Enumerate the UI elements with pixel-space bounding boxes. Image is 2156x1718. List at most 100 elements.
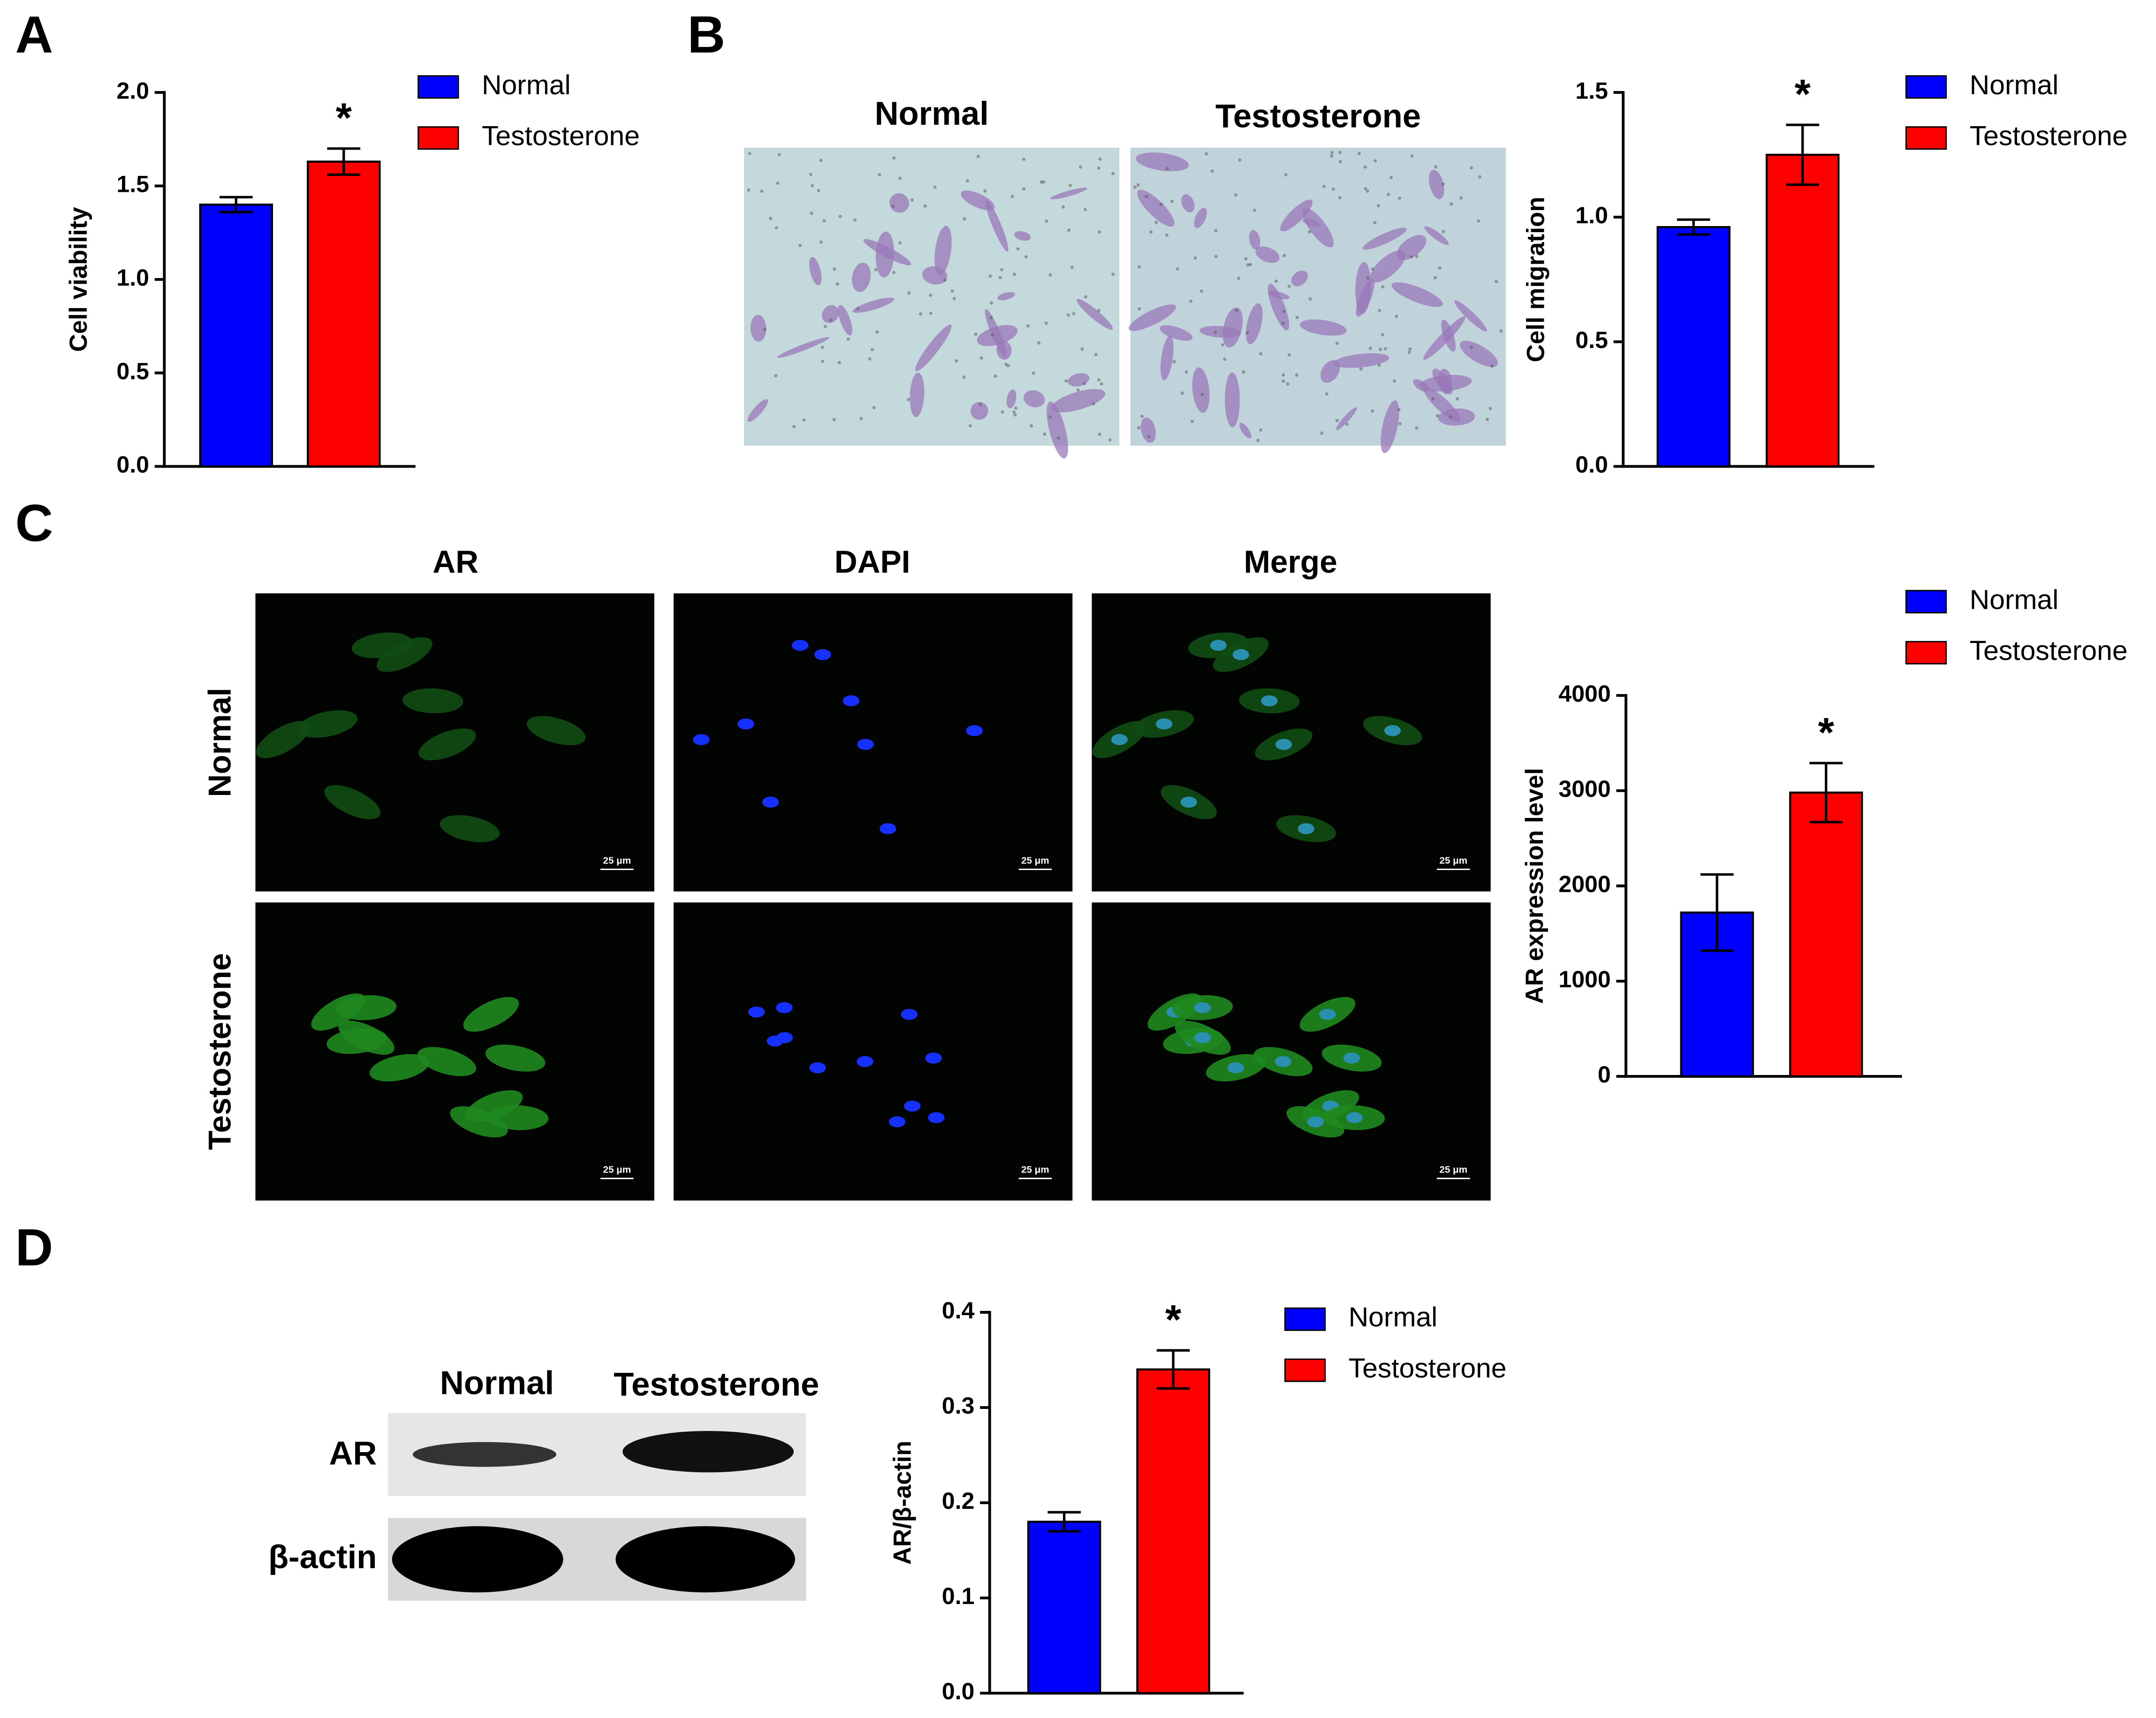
pore <box>853 218 857 222</box>
pore <box>1248 263 1252 266</box>
legend-swatch <box>1284 1307 1326 1331</box>
y-tick-label: 0.0 <box>116 452 149 478</box>
pore <box>763 328 767 332</box>
cell-body <box>485 1044 546 1072</box>
scale-bar-label: 25 μm <box>1021 1164 1049 1175</box>
pore <box>822 219 826 223</box>
pore <box>1345 423 1349 426</box>
pore <box>1378 348 1382 351</box>
nucleus <box>1319 1008 1336 1020</box>
cell <box>1363 227 1407 250</box>
legend-label: Testosterone <box>1349 1353 1507 1384</box>
pore <box>950 289 954 293</box>
pore <box>1012 272 1016 276</box>
pore <box>892 271 896 274</box>
pore <box>875 330 879 334</box>
pore <box>1235 308 1238 312</box>
pore <box>1433 276 1437 280</box>
pore <box>1154 220 1158 224</box>
pore <box>1287 284 1291 288</box>
cell <box>1239 423 1252 439</box>
pore <box>1147 435 1151 439</box>
band-label: β-actin <box>268 1538 377 1575</box>
cell <box>1160 335 1174 380</box>
pore <box>1282 379 1285 383</box>
nucleus <box>737 718 754 730</box>
pore <box>1330 154 1334 158</box>
nucleus <box>901 1008 918 1020</box>
nucleus <box>966 725 983 736</box>
pore <box>1111 172 1115 175</box>
pore <box>1322 184 1326 189</box>
cell <box>910 372 925 417</box>
pore <box>832 418 836 422</box>
pore <box>1449 415 1452 419</box>
pore <box>1242 370 1245 374</box>
pore <box>1455 397 1459 401</box>
western-blot: Normal Testosterone AR β-actin <box>268 1364 819 1601</box>
pore <box>1259 428 1262 432</box>
y-tick-label: 0.0 <box>942 1678 975 1704</box>
pore <box>1042 180 1046 184</box>
pore <box>868 357 872 361</box>
pore <box>1067 228 1071 232</box>
cell <box>1014 231 1031 241</box>
pore <box>979 402 982 407</box>
panel-letters: A B C D <box>15 5 726 1277</box>
pore <box>1485 417 1489 421</box>
cell <box>970 402 988 420</box>
band-label: AR <box>329 1435 377 1472</box>
pore <box>1335 419 1339 423</box>
pore <box>962 375 966 379</box>
bar-chart: 0.0 0.5 1.0 1.5 2.0 Cell viability Normal * Test… <box>65 70 640 478</box>
pore <box>1469 166 1473 170</box>
cell <box>1245 303 1263 345</box>
pore <box>817 189 820 192</box>
pore <box>1415 426 1419 430</box>
pore <box>1097 378 1101 382</box>
pore <box>870 348 874 352</box>
panel-letter: C <box>15 493 53 552</box>
significance-marker: * <box>336 94 352 141</box>
pore <box>1256 439 1260 442</box>
pore <box>1097 166 1101 170</box>
column-label: AR <box>433 545 478 580</box>
pore <box>792 425 796 429</box>
error-bar <box>219 196 253 213</box>
nucleus <box>792 640 809 651</box>
cell <box>1006 389 1017 409</box>
pore <box>1140 415 1144 418</box>
pore <box>1165 233 1169 237</box>
legend-label: Normal <box>1970 584 2059 615</box>
bar <box>199 204 273 468</box>
pore <box>1024 255 1028 259</box>
cell <box>934 226 952 275</box>
pore <box>874 268 878 272</box>
y-tick-label: 0.5 <box>116 358 149 384</box>
legend-swatch <box>418 75 459 99</box>
pore <box>1490 364 1494 368</box>
cell <box>1300 319 1347 336</box>
y-axis-label: Cell viability <box>65 207 92 352</box>
cell <box>1268 283 1290 331</box>
pore <box>898 241 902 245</box>
pore <box>943 278 947 282</box>
pore <box>1210 169 1214 173</box>
y-tick-label: 3000 <box>1558 776 1610 802</box>
pore <box>774 226 778 230</box>
bar <box>1027 1521 1101 1695</box>
scale-bar-label: 25 μm <box>1440 1164 1468 1175</box>
pore <box>1477 219 1480 223</box>
pore <box>1149 230 1153 234</box>
cell-body <box>376 637 433 672</box>
y-tick-label: 0.3 <box>942 1393 975 1419</box>
pore <box>1083 208 1087 212</box>
pore <box>833 267 836 271</box>
pore <box>1338 151 1342 154</box>
pore <box>1066 313 1070 317</box>
pore <box>1335 341 1339 345</box>
cell-body <box>417 1047 477 1076</box>
pore <box>979 356 983 360</box>
pore <box>1357 151 1361 155</box>
pore <box>974 333 978 336</box>
